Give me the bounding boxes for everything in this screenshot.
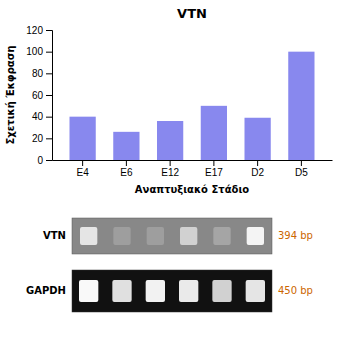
bar (113, 132, 139, 160)
x-tick: D2 (251, 160, 264, 178)
x-tick-label: E6 (120, 167, 133, 178)
y-tick-mark (46, 30, 52, 31)
x-tick-label: E12 (161, 167, 179, 178)
y-axis-line (46, 31, 53, 161)
y-tick: 100 (26, 46, 52, 57)
y-tick-mark (46, 95, 52, 96)
gel-band (146, 280, 165, 302)
y-tick-label: 60 (32, 90, 44, 101)
x-axis-line (53, 160, 333, 161)
title: VTN (177, 6, 207, 21)
y-tick-mark (46, 117, 52, 118)
x-tick-mark (301, 160, 302, 166)
x-tick-mark (170, 160, 171, 166)
y-tick: 20 (32, 133, 52, 144)
gel-band (180, 227, 197, 245)
y-tick-mark (46, 73, 52, 74)
gel: VTN 394 bp GAPDH 450 bp (26, 218, 313, 312)
gel-band (147, 227, 164, 245)
gel-band (246, 280, 265, 302)
y-tick-label: 120 (26, 25, 43, 36)
x-axis-title: Αναπτυξιακό Στάδιο (135, 184, 249, 195)
x-tick-mark (82, 160, 83, 166)
x-tick: E17 (205, 160, 223, 178)
y-axis: 0 20 40 60 80 100 120 (26, 25, 52, 166)
x-tick-label: E17 (205, 167, 223, 178)
bar (201, 106, 227, 160)
x-tick: E6 (120, 160, 133, 178)
y-tick-mark (46, 52, 52, 53)
gel-background (72, 270, 272, 312)
x-tick-mark (126, 160, 127, 166)
y-tick-label: 40 (32, 111, 44, 122)
bar (245, 118, 271, 160)
bars (70, 52, 315, 160)
y-tick: 80 (32, 68, 52, 79)
y-tick-label: 20 (32, 133, 44, 144)
y-tick-mark (46, 160, 52, 161)
x-tick-label: D5 (295, 167, 308, 178)
gel-band (213, 227, 230, 245)
x-tick-mark (257, 160, 258, 166)
y-tick-label: 100 (26, 46, 43, 57)
gel-row-label: VTN (43, 230, 66, 241)
gel-band (112, 280, 131, 302)
gel-background (72, 218, 272, 254)
y-tick-label: 80 (32, 68, 44, 79)
gel-band (80, 227, 97, 245)
gel-band (79, 280, 98, 302)
gel-row: VTN 394 bp (43, 218, 313, 254)
x-tick-label: E4 (77, 167, 90, 178)
y-tick-label: 0 (37, 155, 43, 166)
gel-row: GAPDH 450 bp (26, 270, 313, 312)
y-tick: 60 (32, 90, 52, 101)
bar (70, 117, 96, 160)
y-tick: 40 (32, 111, 52, 122)
gel-band (247, 227, 264, 245)
bar (288, 52, 314, 160)
y-tick: 0 (37, 155, 52, 166)
gel-bp-label: 394 bp (278, 230, 313, 241)
x-tick: E12 (161, 160, 179, 178)
y-tick: 120 (26, 25, 52, 36)
y-tick-mark (46, 138, 52, 139)
gel-row-label: GAPDH (26, 285, 66, 296)
gel-band (113, 227, 130, 245)
gel-band (212, 280, 231, 302)
y-axis-title: Σχετική Έκφραση (5, 45, 16, 144)
x-tick-label: D2 (251, 167, 264, 178)
gel-band (179, 280, 198, 302)
x-axis: E4 E6 E12 E17 D2 D5 (53, 160, 333, 178)
x-tick-mark (213, 160, 214, 166)
x-tick: D5 (295, 160, 308, 178)
gel-bp-label: 450 bp (278, 285, 313, 296)
bar (157, 121, 183, 160)
chart: VTN 0 20 40 60 80 100 120 E4 E6 E12 E17 D2 D5 Αναπτυξι… (0, 0, 344, 339)
x-tick: E4 (77, 160, 90, 178)
